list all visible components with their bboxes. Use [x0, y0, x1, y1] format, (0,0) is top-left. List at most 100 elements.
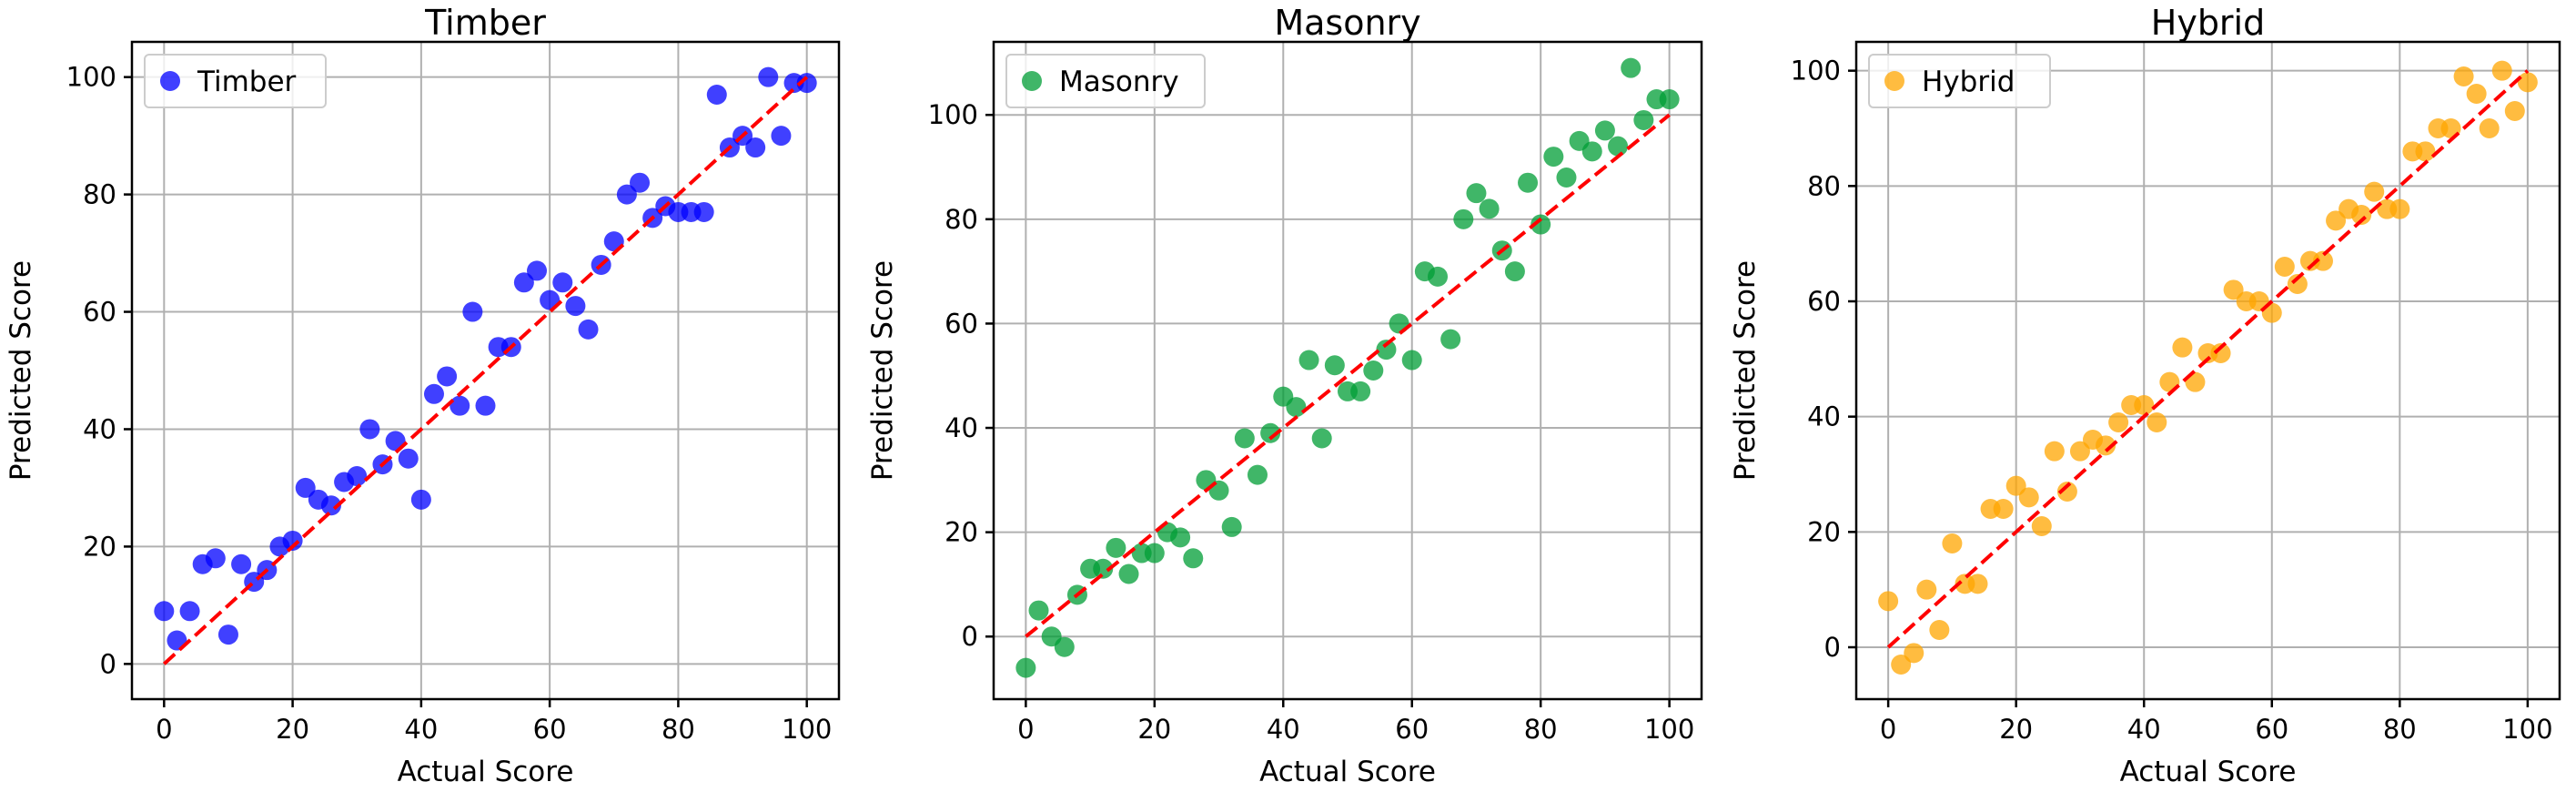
chart-panel-masonry: 0 20 40 60 80 100 0 20 40 60 80 100 Masonry Actual Sc… — [866, 3, 1703, 788]
data-point — [2517, 72, 2538, 93]
x-tick-label: 40 — [1267, 714, 1300, 745]
y-tick-label: 100 — [66, 62, 116, 93]
data-point — [1183, 548, 1204, 569]
data-point — [513, 272, 534, 293]
y-tick-label: 60 — [83, 297, 116, 328]
y-tick-label: 80 — [1807, 170, 1841, 201]
data-point — [2415, 141, 2436, 162]
data-point — [616, 184, 637, 205]
data-point — [1298, 350, 1319, 371]
data-point — [1363, 360, 1384, 381]
legend-box — [1005, 54, 1206, 108]
data-point — [796, 73, 817, 94]
data-point — [282, 530, 303, 551]
data-point — [410, 489, 431, 510]
x-tick-label: 0 — [156, 714, 172, 745]
data-point — [565, 296, 586, 317]
data-point — [2274, 257, 2295, 277]
data-point — [1170, 527, 1191, 548]
data-point — [205, 548, 226, 569]
plot-frame — [992, 40, 1703, 701]
legend: Hybrid — [1868, 54, 2051, 108]
legend-label: Hybrid — [1922, 66, 2015, 98]
chart-title: Masonry — [1274, 3, 1420, 43]
legend-marker — [1884, 71, 1904, 91]
y-tick-label: 20 — [945, 517, 978, 548]
data-point — [1106, 537, 1126, 558]
x-tick-label: 40 — [404, 714, 438, 745]
data-point — [1311, 428, 1332, 449]
y-tick-label: 0 — [100, 648, 116, 679]
x-tick-label: 80 — [1524, 714, 1558, 745]
data-point — [398, 448, 419, 469]
data-point — [1967, 574, 1988, 594]
reference-line — [1886, 69, 2530, 649]
data-point — [693, 201, 714, 222]
x-axis-label: Actual Score — [398, 756, 574, 788]
data-point — [2031, 516, 2052, 536]
data-point — [771, 126, 792, 147]
y-tick-label: 40 — [945, 412, 978, 443]
data-point — [1234, 428, 1255, 449]
data-point — [1594, 120, 1615, 141]
data-point — [437, 366, 458, 387]
x-tick-label: 100 — [1644, 714, 1694, 745]
data-point — [2479, 118, 2500, 138]
data-point — [1260, 422, 1281, 443]
data-point — [758, 66, 779, 87]
y-tick-label: 60 — [945, 308, 978, 339]
data-point — [1118, 564, 1139, 584]
legend-box — [144, 54, 327, 108]
data-point — [1466, 183, 1487, 204]
data-point — [2134, 395, 2155, 415]
data-point — [1621, 57, 1642, 78]
y-tick-label: 80 — [83, 179, 116, 210]
data-point — [475, 395, 496, 416]
data-point — [1286, 397, 1307, 418]
data-point — [1376, 340, 1397, 360]
x-tick-label: 40 — [2127, 714, 2161, 745]
y-tick-label: 100 — [928, 99, 978, 130]
data-point — [347, 466, 368, 487]
data-point — [2326, 210, 2347, 231]
data-point — [2223, 279, 2244, 300]
data-point — [295, 477, 316, 498]
data-point — [1556, 167, 1577, 188]
x-tick-label: 0 — [1017, 714, 1034, 745]
x-axis-label: Actual Score — [1259, 756, 1436, 788]
data-point — [745, 137, 766, 158]
data-point — [1543, 147, 1564, 168]
legend-marker — [160, 71, 180, 91]
data-point — [423, 383, 444, 404]
data-point — [1993, 499, 2014, 519]
data-point — [359, 419, 380, 440]
chart-panel-hybrid: 0 20 40 60 80 100 0 20 40 60 80 100 Hybrid Actual Sco… — [1729, 3, 2561, 788]
data-point — [1633, 109, 1654, 130]
data-point — [552, 272, 573, 293]
x-tick-label: 60 — [1395, 714, 1429, 745]
x-tick-label: 100 — [2502, 714, 2552, 745]
data-point — [2287, 274, 2308, 294]
data-point — [2210, 343, 2231, 363]
x-tick-label: 20 — [276, 714, 309, 745]
data-point — [2018, 487, 2039, 508]
data-point — [1929, 620, 1950, 640]
data-point — [1401, 350, 1422, 371]
data-point — [527, 260, 548, 281]
data-point — [1659, 89, 1680, 110]
data-point — [2056, 482, 2077, 502]
data-point — [2172, 337, 2193, 358]
data-point — [1144, 543, 1165, 564]
data-point — [578, 319, 599, 340]
data-point — [2044, 441, 2065, 462]
data-point — [1608, 136, 1629, 157]
data-point — [1479, 198, 1500, 219]
data-point — [1221, 516, 1242, 537]
y-tick-label: 20 — [1807, 516, 1841, 547]
data-point — [1581, 141, 1602, 162]
data-point — [1891, 655, 1912, 675]
legend-marker — [1022, 71, 1042, 91]
plot-frame — [130, 40, 841, 701]
x-tick-label: 80 — [2383, 714, 2417, 745]
